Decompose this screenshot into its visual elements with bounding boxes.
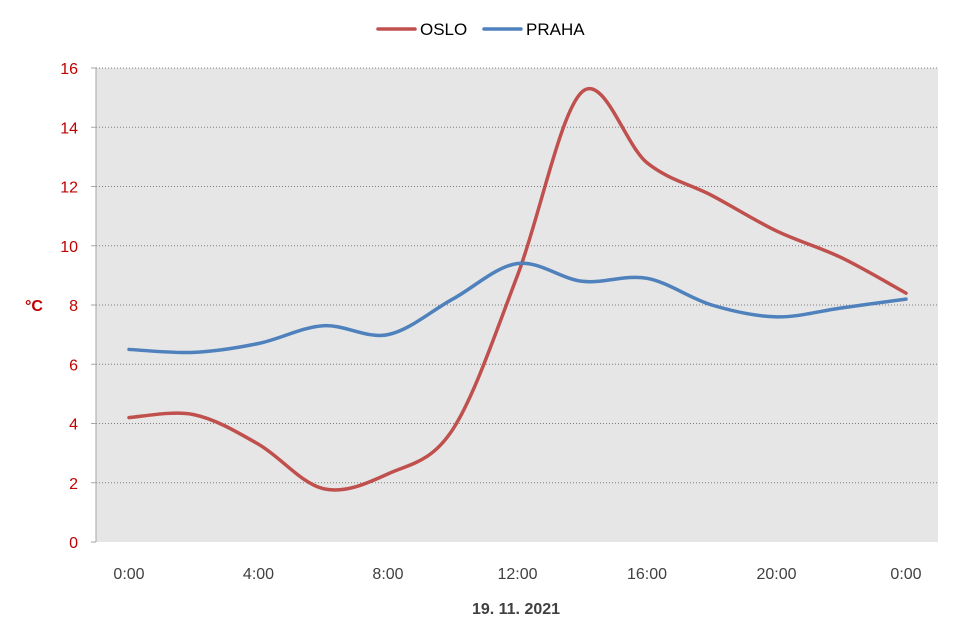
x-axis-label: 19. 11. 2021 [472, 601, 560, 618]
y-tick-label: 6 [69, 357, 78, 374]
y-tick-label: 8 [69, 298, 78, 315]
x-tick-label: 4:00 [243, 566, 274, 583]
y-tick-label: 0 [69, 535, 78, 552]
y-tick-label: 16 [60, 61, 78, 78]
x-tick-label: 8:00 [372, 566, 403, 583]
y-tick-label: 14 [60, 120, 78, 137]
y-axis-ticks: 0 2 4 6 8 10 12 14 16 [60, 61, 96, 552]
legend-label-oslo: OSLO [420, 20, 467, 39]
x-axis-ticks: 0:00 4:00 8:00 12:00 16:00 20:00 0:00 [113, 566, 921, 583]
x-tick-label: 0:00 [890, 566, 921, 583]
series-lines [127, 87, 908, 492]
series-line-oslo [127, 87, 908, 492]
x-tick-label: 0:00 [113, 566, 144, 583]
legend: OSLO PRAHA [376, 20, 585, 39]
y-tick-label: 10 [60, 239, 78, 256]
legend-label-praha: PRAHA [526, 20, 585, 39]
y-tick-label: 12 [60, 180, 78, 197]
y-axis-label: °C [25, 298, 43, 315]
x-tick-label: 20:00 [756, 566, 796, 583]
series-line-praha [127, 261, 908, 355]
x-tick-label: 16:00 [627, 566, 667, 583]
gridlines [96, 67, 938, 484]
x-tick-label: 12:00 [497, 566, 537, 583]
y-tick-label: 4 [69, 417, 78, 434]
y-tick-label: 2 [69, 476, 78, 493]
